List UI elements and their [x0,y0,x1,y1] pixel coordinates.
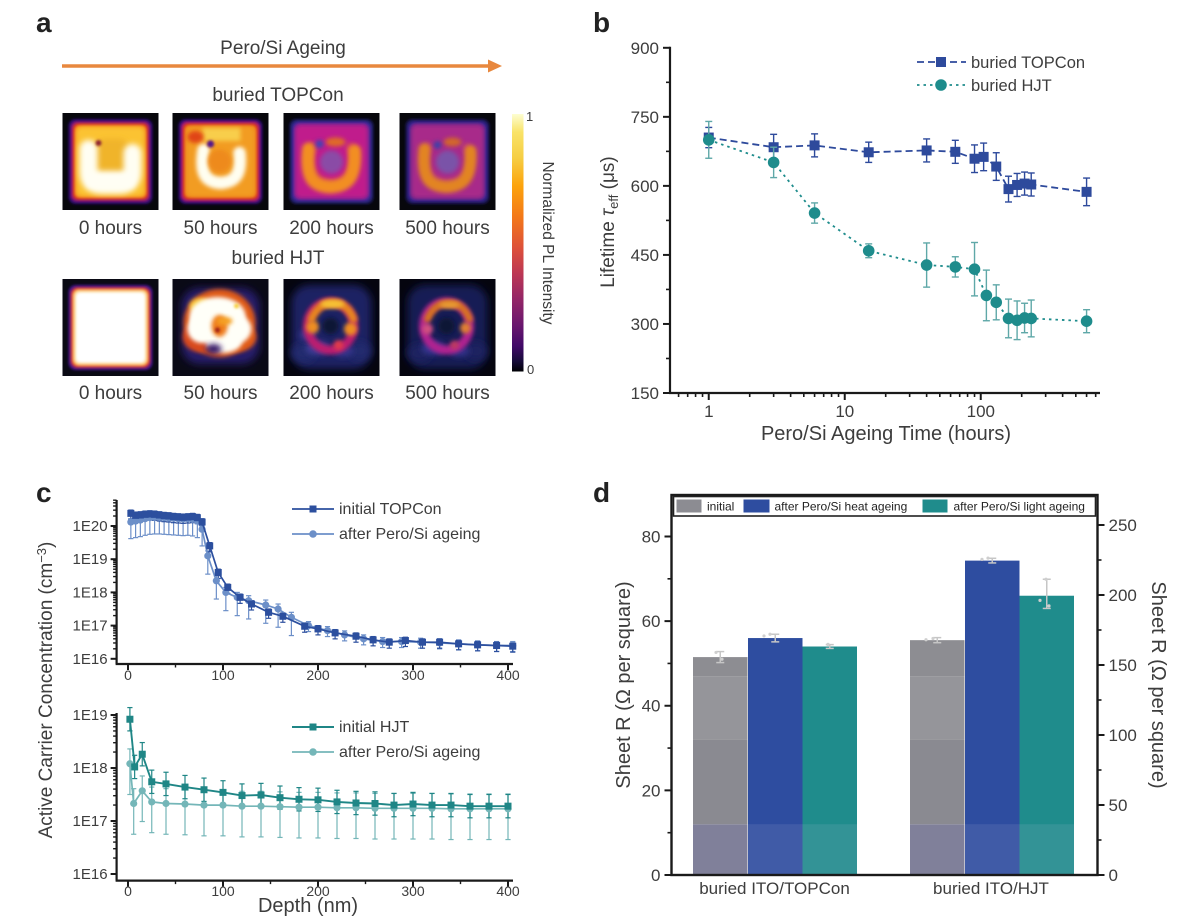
svg-text:50: 50 [1109,796,1128,815]
svg-text:450: 450 [631,246,659,265]
svg-text:Normalized PL Intensity: Normalized PL Intensity [539,161,556,324]
svg-text:b: b [593,7,610,38]
svg-text:after Pero/Si light ageing: after Pero/Si light ageing [954,500,1085,514]
svg-text:600: 600 [631,177,659,196]
svg-text:100: 100 [967,402,995,421]
svg-text:buried TOPCon: buried TOPCon [212,85,343,106]
svg-text:a: a [36,7,52,38]
svg-text:1E20: 1E20 [73,518,108,535]
svg-text:1E16: 1E16 [73,866,108,883]
svg-text:300: 300 [401,883,425,899]
svg-text:20: 20 [642,781,661,800]
svg-text:after Pero/Si ageing: after Pero/Si ageing [339,526,480,543]
svg-text:150: 150 [1109,656,1137,675]
svg-text:300: 300 [401,667,425,683]
svg-text:50 hours: 50 hours [184,383,258,404]
svg-text:10: 10 [835,402,854,421]
svg-text:400: 400 [496,883,520,899]
svg-text:500 hours: 500 hours [405,383,490,404]
svg-text:buried ITO/HJT: buried ITO/HJT [933,879,1049,898]
svg-text:Active Carrier Concentration (: Active Carrier Concentration (cm−3) [34,542,57,839]
svg-text:100: 100 [1109,726,1137,745]
svg-text:150: 150 [631,384,659,403]
svg-text:1E17: 1E17 [73,813,108,830]
svg-text:300: 300 [631,315,659,334]
svg-text:400: 400 [496,667,520,683]
svg-text:buried ITO/TOPCon: buried ITO/TOPCon [699,879,850,898]
svg-text:60: 60 [642,612,661,631]
svg-text:100: 100 [211,667,235,683]
svg-text:750: 750 [631,108,659,127]
svg-text:0 hours: 0 hours [79,383,142,404]
svg-text:1E19: 1E19 [73,707,108,724]
svg-text:buried TOPCon: buried TOPCon [971,54,1085,72]
svg-text:100: 100 [211,883,235,899]
svg-text:200: 200 [306,667,330,683]
svg-text:0: 0 [527,362,534,377]
svg-text:after Pero/Si ageing: after Pero/Si ageing [339,744,480,761]
svg-text:Sheet R (Ω per square): Sheet R (Ω per square) [1147,581,1169,788]
svg-text:buried HJT: buried HJT [971,77,1052,95]
svg-text:1E18: 1E18 [73,584,108,601]
svg-text:1E17: 1E17 [73,618,108,635]
svg-text:Pero/Si Ageing: Pero/Si Ageing [220,38,346,59]
svg-text:initial HJT: initial HJT [339,719,409,736]
svg-text:after Pero/Si heat ageing: after Pero/Si heat ageing [775,500,908,514]
svg-text:initial TOPCon: initial TOPCon [339,501,442,518]
svg-text:200: 200 [1109,586,1137,605]
svg-text:0: 0 [1109,866,1118,885]
svg-text:50 hours: 50 hours [184,218,258,239]
svg-text:200 hours: 200 hours [289,383,374,404]
svg-text:Depth (nm): Depth (nm) [258,895,358,917]
svg-text:1: 1 [704,402,713,421]
svg-text:Pero/Si Ageing Time (hours): Pero/Si Ageing Time (hours) [761,423,1011,445]
svg-text:0: 0 [651,866,660,885]
svg-text:500 hours: 500 hours [405,218,490,239]
svg-text:0 hours: 0 hours [79,218,142,239]
svg-text:initial: initial [707,500,734,514]
svg-text:1E16: 1E16 [73,651,108,668]
svg-text:900: 900 [631,39,659,58]
svg-text:1E18: 1E18 [73,760,108,777]
svg-text:80: 80 [642,528,661,547]
svg-text:1E19: 1E19 [73,551,108,568]
svg-text:buried HJT: buried HJT [232,248,325,269]
svg-text:1: 1 [526,109,533,124]
svg-text:0: 0 [124,883,132,899]
svg-text:Sheet R (Ω per square): Sheet R (Ω per square) [613,581,635,788]
svg-text:c: c [36,477,52,508]
svg-text:200: 200 [306,883,330,899]
svg-text:d: d [593,477,610,508]
svg-text:200 hours: 200 hours [289,218,374,239]
svg-text:250: 250 [1109,516,1137,535]
svg-text:40: 40 [642,697,661,716]
svg-text:0: 0 [124,667,132,683]
svg-text:Lifetime τeff (μs): Lifetime τeff (μs) [598,156,621,288]
